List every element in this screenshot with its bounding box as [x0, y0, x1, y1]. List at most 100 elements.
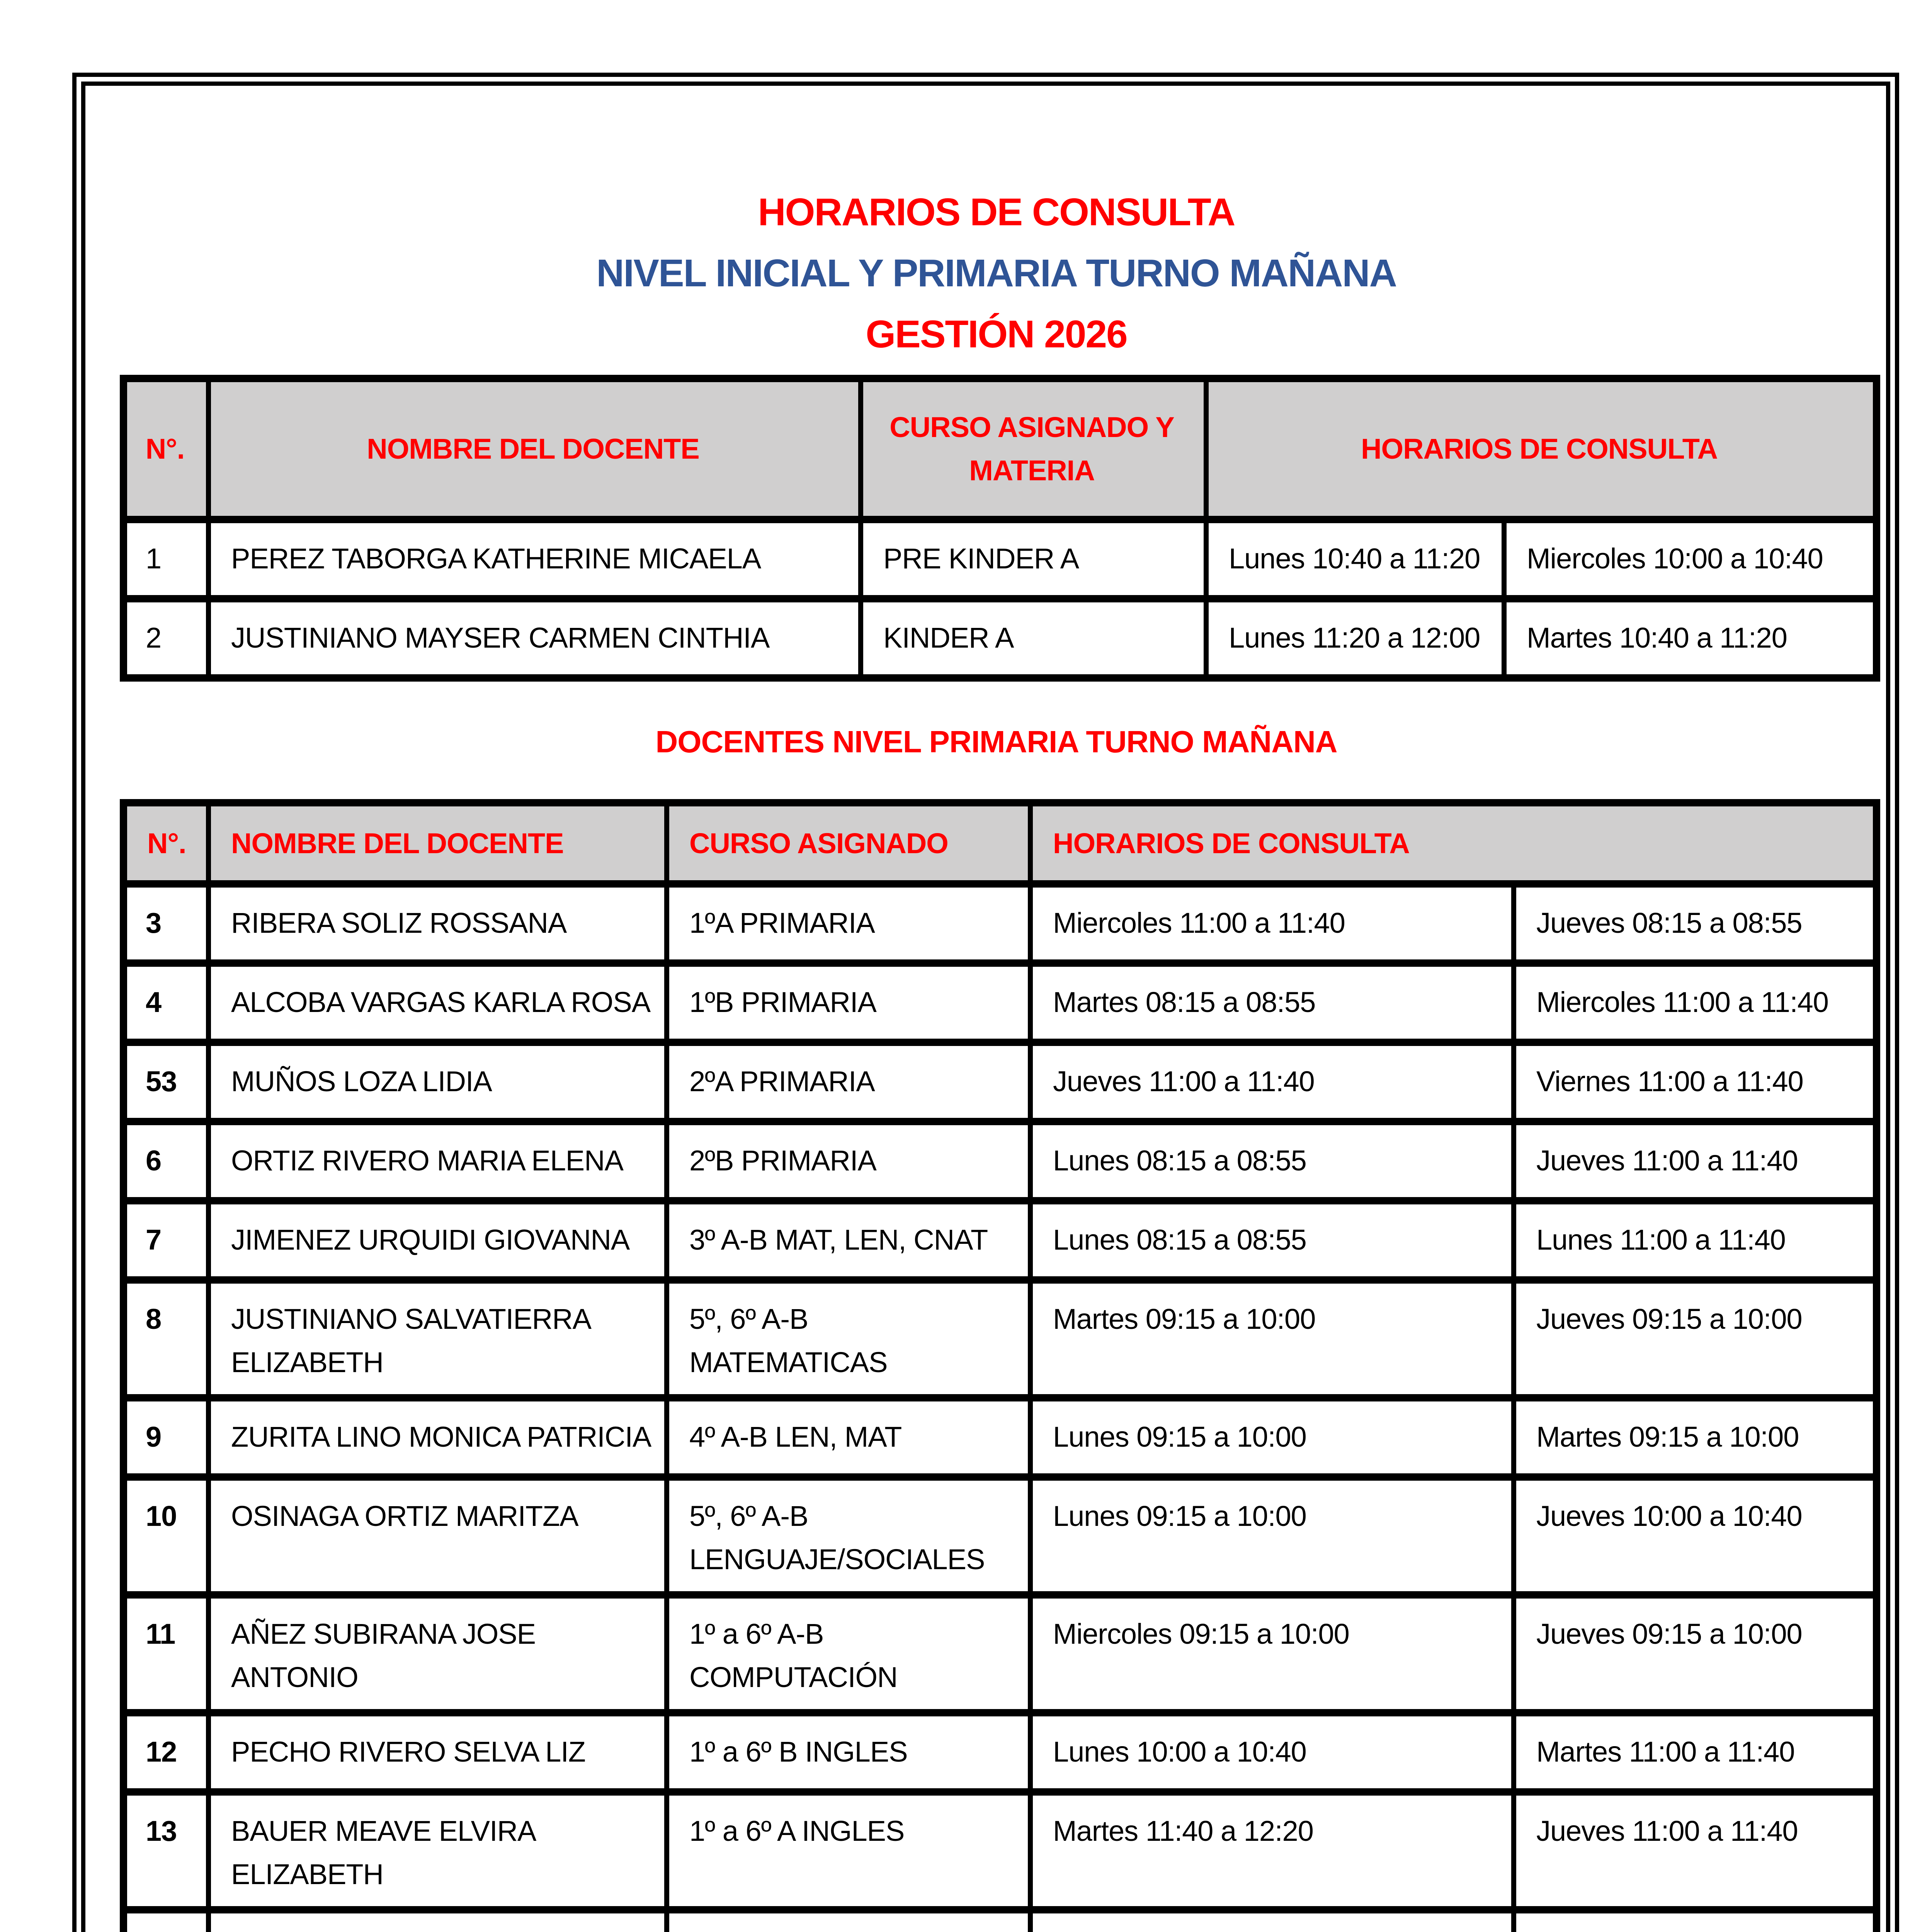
row-number: 7	[121, 1197, 211, 1284]
row-number: 8	[121, 1276, 211, 1401]
consult-hour-2: Miercoles 10:00 a 10:40	[1501, 516, 1879, 602]
assigned-course: 3º A-B MAT, LEN, CNAT	[664, 1197, 1033, 1284]
row-number: 9	[121, 1394, 211, 1481]
consult-hour-2: Martes 10:40 a 11:20	[1501, 595, 1879, 682]
primaria-section-subtitle: DOCENTES NIVEL PRIMARIA TURNO MAÑANA	[655, 724, 1337, 759]
row-number: 11	[121, 1591, 211, 1716]
teacher-name: OSINAGA ORTIZ MARITZA	[206, 1473, 669, 1599]
table-row: 1 PEREZ TABORGA KATHERINE MICAELA PRE KI…	[121, 516, 1879, 602]
consult-hour-2: Lunes 11:00 a 11:40	[1511, 1197, 1879, 1284]
title-line-3: GESTIÓN 2026	[866, 313, 1128, 356]
consult-hour-2: Jueves 11:00 a 11:40	[1511, 1118, 1879, 1204]
consult-hour-1: Miercoles 11:00 a 11:40	[1028, 880, 1516, 967]
table-row: 3 RIBERA SOLIZ ROSSANA 1ºA PRIMARIA Mier…	[121, 880, 1879, 967]
assigned-course: 4º A-B LEN, MAT	[664, 1394, 1033, 1481]
consult-hour-1: Jueves 09:15 a 10:00	[1028, 1906, 1516, 1932]
assigned-course: 1ºA PRIMARIA	[664, 880, 1033, 967]
consult-hour-2: Jueves 10:00 a 10:40	[1511, 1473, 1879, 1599]
teacher-name: JUSTINIANO SALVATIERRA ELIZABETH	[206, 1276, 669, 1401]
teacher-name: JIMENEZ URQUIDI GIOVANNA	[206, 1197, 669, 1284]
table-row: 12 PECHO RIVERO SELVA LIZ 1º a 6º B INGL…	[121, 1709, 1879, 1796]
table-row: 9 ZURITA LINO MONICA PATRICIA 4º A-B LEN…	[121, 1394, 1879, 1481]
table-row: 7 JIMENEZ URQUIDI GIOVANNA 3º A-B MAT, L…	[121, 1197, 1879, 1284]
assigned-course: 3º, 4º SOCIALES, 3º a 6º GUARANÍ	[664, 1906, 1033, 1932]
assigned-course: 5º, 6º A-B MATEMATICAS	[664, 1276, 1033, 1401]
consult-hour-2: Jueves 08:15 a 08:55	[1511, 880, 1879, 967]
row-number: 4	[121, 959, 211, 1046]
consult-hour-1: Lunes 11:20 a 12:00	[1204, 595, 1507, 682]
assigned-course: 2ºB PRIMARIA	[664, 1118, 1033, 1204]
assigned-course: 1º a 6º B INGLES	[664, 1709, 1033, 1796]
assigned-course: 1ºB PRIMARIA	[664, 959, 1033, 1046]
col-header-number: N°.	[121, 799, 211, 888]
consult-hour-1: Lunes 09:15 a 10:00	[1028, 1473, 1516, 1599]
header-row: N°. NOMBRE DEL DOCENTE CURSO ASIGNADO Y …	[121, 375, 1879, 523]
table-row: 8 JUSTINIANO SALVATIERRA ELIZABETH 5º, 6…	[121, 1276, 1879, 1401]
teacher-name: MENACHO ARAMAYO JOSE DANIEL	[206, 1906, 669, 1932]
consult-hour-1: Martes 11:40 a 12:20	[1028, 1788, 1516, 1913]
row-number: 6	[121, 1118, 211, 1204]
assigned-course: 2ºA PRIMARIA	[664, 1039, 1033, 1125]
consult-hour-2: Viernes 09:15 a 10:00	[1511, 1906, 1879, 1932]
col-header-teacher: NOMBRE DEL DOCENTE	[206, 375, 863, 523]
consult-hour-1: Jueves 11:00 a 11:40	[1028, 1039, 1516, 1125]
table-row: 11 AÑEZ SUBIRANA JOSE ANTONIO 1º a 6º A-…	[121, 1591, 1879, 1716]
document-title-block: HORARIOS DE CONSULTA NIVEL INICIAL Y PRI…	[120, 182, 1873, 365]
consult-hour-1: Lunes 10:40 a 11:20	[1204, 516, 1507, 602]
assigned-course: KINDER A	[858, 595, 1209, 682]
table-row: 53 MUÑOS LOZA LIDIA 2ºA PRIMARIA Jueves …	[121, 1039, 1879, 1125]
col-header-course: CURSO ASIGNADO	[664, 799, 1033, 888]
assigned-course: 1º a 6º A-B COMPUTACIÓN	[664, 1591, 1033, 1716]
teacher-name: ZURITA LINO MONICA PATRICIA	[206, 1394, 669, 1481]
assigned-course: 1º a 6º A INGLES	[664, 1788, 1033, 1913]
consult-hour-1: Miercoles 09:15 a 10:00	[1028, 1591, 1516, 1716]
primaria-table-header: N°. NOMBRE DEL DOCENTE CURSO ASIGNADO HO…	[121, 799, 1879, 888]
consult-hour-2: Miercoles 11:00 a 11:40	[1511, 959, 1879, 1046]
teacher-name: BAUER MEAVE ELVIRA ELIZABETH	[206, 1788, 669, 1913]
inicial-schedule-table: N°. NOMBRE DEL DOCENTE CURSO ASIGNADO Y …	[120, 375, 1881, 682]
consult-hour-2: Jueves 09:15 a 10:00	[1511, 1276, 1879, 1401]
consult-hour-1: Lunes 09:15 a 10:00	[1028, 1394, 1516, 1481]
teacher-name: ORTIZ RIVERO MARIA ELENA	[206, 1118, 669, 1204]
consult-hour-1: Martes 08:15 a 08:55	[1028, 959, 1516, 1046]
row-number: 3	[121, 880, 211, 967]
teacher-name: MUÑOS LOZA LIDIA	[206, 1039, 669, 1125]
teacher-name: AÑEZ SUBIRANA JOSE ANTONIO	[206, 1591, 669, 1716]
inicial-table-header: N°. NOMBRE DEL DOCENTE CURSO ASIGNADO Y …	[121, 375, 1879, 523]
table-row: 13 BAUER MEAVE ELVIRA ELIZABETH 1º a 6º …	[121, 1788, 1879, 1913]
consult-hour-2: Viernes 11:00 a 11:40	[1511, 1039, 1879, 1125]
table-row: 10 OSINAGA ORTIZ MARITZA 5º, 6º A-B LENG…	[121, 1473, 1879, 1599]
col-header-hours: HORARIOS DE CONSULTA	[1203, 375, 1879, 523]
title-line-1: HORARIOS DE CONSULTA	[758, 190, 1235, 234]
teacher-name: JUSTINIANO MAYSER CARMEN CINTHIA	[206, 595, 863, 682]
consult-hour-2: Martes 09:15 a 10:00	[1511, 1394, 1879, 1481]
teacher-name: PECHO RIVERO SELVA LIZ	[206, 1709, 669, 1796]
row-number: 1	[121, 516, 211, 602]
row-number: 12	[121, 1709, 211, 1796]
row-number: 14	[121, 1906, 211, 1932]
row-number: 53	[121, 1039, 211, 1125]
primaria-schedule-table: N°. NOMBRE DEL DOCENTE CURSO ASIGNADO HO…	[120, 799, 1881, 1932]
page-border-frame	[72, 73, 1899, 1932]
teacher-name: ALCOBA VARGAS KARLA ROSA	[206, 959, 669, 1046]
col-header-teacher: NOMBRE DEL DOCENTE	[206, 799, 669, 888]
consult-hour-2: Martes 11:00 a 11:40	[1511, 1709, 1879, 1796]
table-row: 14 MENACHO ARAMAYO JOSE DANIEL 3º, 4º SO…	[121, 1906, 1879, 1932]
row-number: 10	[121, 1473, 211, 1599]
row-number: 2	[121, 595, 211, 682]
consult-hour-1: Lunes 10:00 a 10:40	[1028, 1709, 1516, 1796]
title-line-2: NIVEL INICIAL Y PRIMARIA TURNO MAÑANA	[596, 252, 1397, 295]
table-row: 4 ALCOBA VARGAS KARLA ROSA 1ºB PRIMARIA …	[121, 959, 1879, 1046]
col-header-number: N°.	[121, 375, 211, 523]
consult-hour-1: Lunes 08:15 a 08:55	[1028, 1197, 1516, 1284]
primaria-table-body: 3 RIBERA SOLIZ ROSSANA 1ºA PRIMARIA Mier…	[121, 880, 1879, 1932]
row-number: 13	[121, 1788, 211, 1913]
consult-hour-2: Jueves 11:00 a 11:40	[1511, 1788, 1879, 1913]
table-row: 6 ORTIZ RIVERO MARIA ELENA 2ºB PRIMARIA …	[121, 1118, 1879, 1204]
inicial-table-body: 1 PEREZ TABORGA KATHERINE MICAELA PRE KI…	[121, 516, 1879, 682]
col-header-hours: HORARIOS DE CONSULTA	[1027, 799, 1879, 888]
teacher-name: RIBERA SOLIZ ROSSANA	[206, 880, 669, 967]
teacher-name: PEREZ TABORGA KATHERINE MICAELA	[206, 516, 863, 602]
table-row: 2 JUSTINIANO MAYSER CARMEN CINTHIA KINDE…	[121, 595, 1879, 682]
